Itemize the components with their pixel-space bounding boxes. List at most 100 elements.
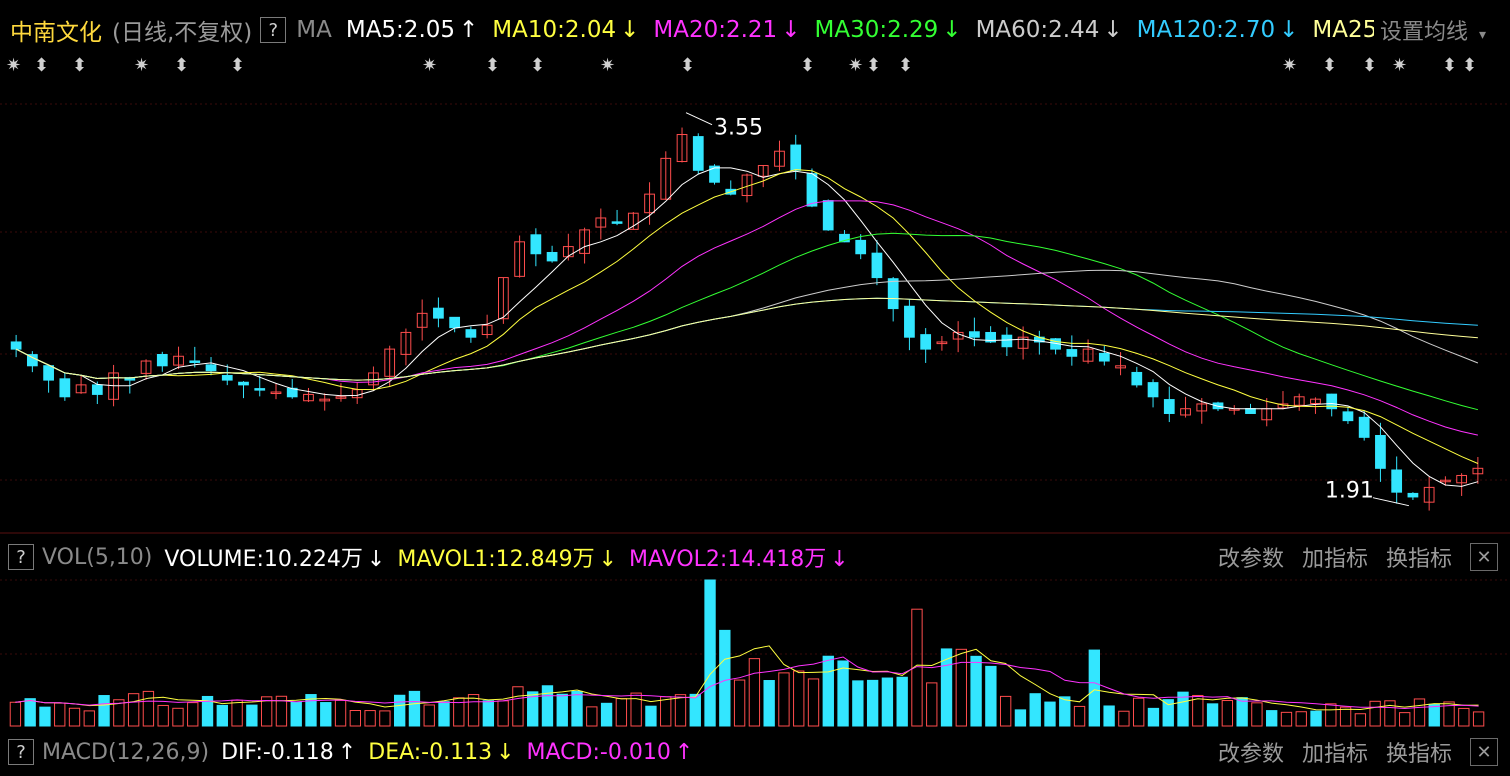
arrow-down-icon: ↓	[598, 547, 618, 572]
mavol1-line	[15, 645, 1479, 711]
candle-body	[205, 364, 217, 372]
volume-bar	[807, 678, 820, 727]
candle-body	[774, 150, 785, 167]
event-marker-icon[interactable]: ✷	[1392, 55, 1408, 76]
macd-legend-value: DEA:-0.113	[368, 739, 493, 765]
candle-body	[741, 174, 753, 197]
vol-legend-value: MAVOL1:12.849万	[397, 547, 595, 572]
volume-bar	[1428, 703, 1440, 727]
candle-body	[433, 307, 444, 319]
ma-legend-item: MA20:2.21 ↓	[653, 17, 800, 43]
volume-bar	[98, 695, 110, 727]
stock-name: 中南文化	[10, 20, 102, 46]
volume-add-indicator-button[interactable]: 加指标	[1301, 547, 1368, 572]
volume-bar	[837, 660, 849, 727]
volume-edit-params-button[interactable]: 改参数	[1217, 547, 1284, 572]
vol-legend-item: VOLUME:10.224万 ↓	[164, 547, 385, 572]
volume-bar	[1177, 691, 1189, 727]
event-marker-icon[interactable]: ⬍	[230, 55, 246, 76]
event-marker-icon[interactable]: ⬍	[530, 55, 546, 76]
macd-legend-item: DIF:-0.118 ↑	[221, 740, 356, 765]
candle-body	[1407, 492, 1419, 498]
candle-body	[1147, 382, 1159, 398]
event-marker-icon[interactable]: ⬍	[34, 55, 50, 76]
macd-panel-header: ? MACD(12,26,9) DIF:-0.118 ↑ DEA:-0.113 ↓ MA…	[0, 734, 1510, 770]
price-chart[interactable]: 3.55 1.91	[0, 82, 1510, 534]
event-marker-icon[interactable]: ✷	[134, 55, 150, 76]
candle-body	[1310, 398, 1321, 404]
volume-switch-indicator-button[interactable]: 换指标	[1385, 547, 1452, 572]
volume-bar	[733, 679, 746, 727]
candle-body	[449, 316, 461, 329]
candle-body	[627, 212, 639, 230]
event-marker-icon[interactable]: ✷	[848, 55, 864, 76]
event-marker-icon[interactable]: ⬍	[680, 55, 696, 76]
candle-body	[189, 360, 201, 363]
volume-bar	[748, 658, 761, 727]
volume-bar	[911, 608, 923, 727]
volume-bar	[68, 707, 81, 727]
candle-body	[692, 136, 704, 171]
volume-bar	[1280, 711, 1293, 727]
candle-body	[173, 355, 184, 366]
candle-body	[1098, 352, 1110, 362]
event-marker-icon[interactable]: ⬍	[1462, 55, 1478, 76]
arrow-down-icon: ↓	[620, 17, 640, 43]
macd-edit-params-button[interactable]: 改参数	[1217, 742, 1284, 767]
candle-body	[254, 388, 266, 391]
arrow-down-icon: ↓	[1279, 17, 1299, 43]
candle-body	[546, 251, 558, 262]
candle-body	[1423, 486, 1435, 503]
volume-bar	[527, 691, 539, 727]
event-marker-icon[interactable]: ⬍	[1362, 55, 1378, 76]
macd-close-icon[interactable]: ✕	[1470, 738, 1498, 766]
event-marker-icon[interactable]: ⬍	[485, 55, 501, 76]
candle-body	[335, 396, 347, 399]
candle-body	[481, 324, 493, 336]
macd-legend-item: MACD:-0.010 ↑	[527, 740, 694, 765]
event-marker-icon[interactable]: ⬍	[174, 55, 190, 76]
candle-body	[238, 381, 249, 386]
ma-legend-value: MA5:2.05	[345, 17, 456, 43]
macd-help-button[interactable]: ?	[8, 739, 34, 765]
event-marker-icon[interactable]: ⬍	[1442, 55, 1458, 76]
event-marker-icon[interactable]: ⬍	[72, 55, 88, 76]
volume-bar	[600, 702, 613, 727]
candle-body	[221, 375, 233, 381]
volume-bar	[1472, 711, 1485, 727]
candle-body	[400, 331, 412, 355]
event-marker-icon[interactable]: ⬍	[1322, 55, 1338, 76]
event-marker-icon[interactable]: ✷	[1282, 55, 1298, 76]
macd-add-indicator-button[interactable]: 加指标	[1301, 742, 1368, 767]
volume-close-icon[interactable]: ✕	[1470, 543, 1498, 571]
volume-bar	[881, 677, 894, 727]
ma-legend-value: MA30:2.29	[814, 17, 939, 43]
ma-legend-value: MA20:2.21	[653, 17, 778, 43]
ma-help-button[interactable]: ?	[260, 17, 287, 43]
candle-body	[1066, 349, 1078, 357]
volume-bar	[1147, 707, 1160, 727]
ma-setting-button[interactable]: 设置均线 ▾	[1373, 14, 1486, 46]
candle-body	[1293, 396, 1305, 406]
arrow-up-icon: ↑	[674, 739, 694, 765]
event-marker-icon[interactable]: ⬍	[866, 55, 882, 76]
candle-body	[59, 378, 71, 398]
volume-help-button[interactable]: ?	[8, 544, 34, 570]
event-marker-icon[interactable]: ⬍	[898, 55, 914, 76]
volume-bar	[660, 696, 672, 727]
arrow-down-icon: ↓	[1103, 17, 1123, 43]
volume-bar	[157, 704, 169, 727]
macd-legend-value: MACD:-0.010	[526, 739, 671, 765]
event-marker-icon[interactable]: ✷	[600, 55, 616, 76]
candle-body	[1017, 336, 1029, 349]
volume-bar	[704, 579, 716, 727]
event-marker-icon[interactable]: ⬍	[800, 55, 816, 76]
vol-legend-value: VOLUME:10.224万	[164, 547, 363, 572]
volume-bar	[334, 699, 347, 727]
chevron-down-icon: ▾	[1478, 27, 1486, 43]
volume-chart[interactable]	[0, 576, 1510, 730]
event-marker-icon[interactable]: ✷	[422, 55, 438, 76]
event-marker-icon[interactable]: ✷	[6, 55, 22, 76]
macd-switch-indicator-button[interactable]: 换指标	[1385, 742, 1452, 767]
volume-indicator-name: VOL(5,10)	[42, 544, 153, 570]
